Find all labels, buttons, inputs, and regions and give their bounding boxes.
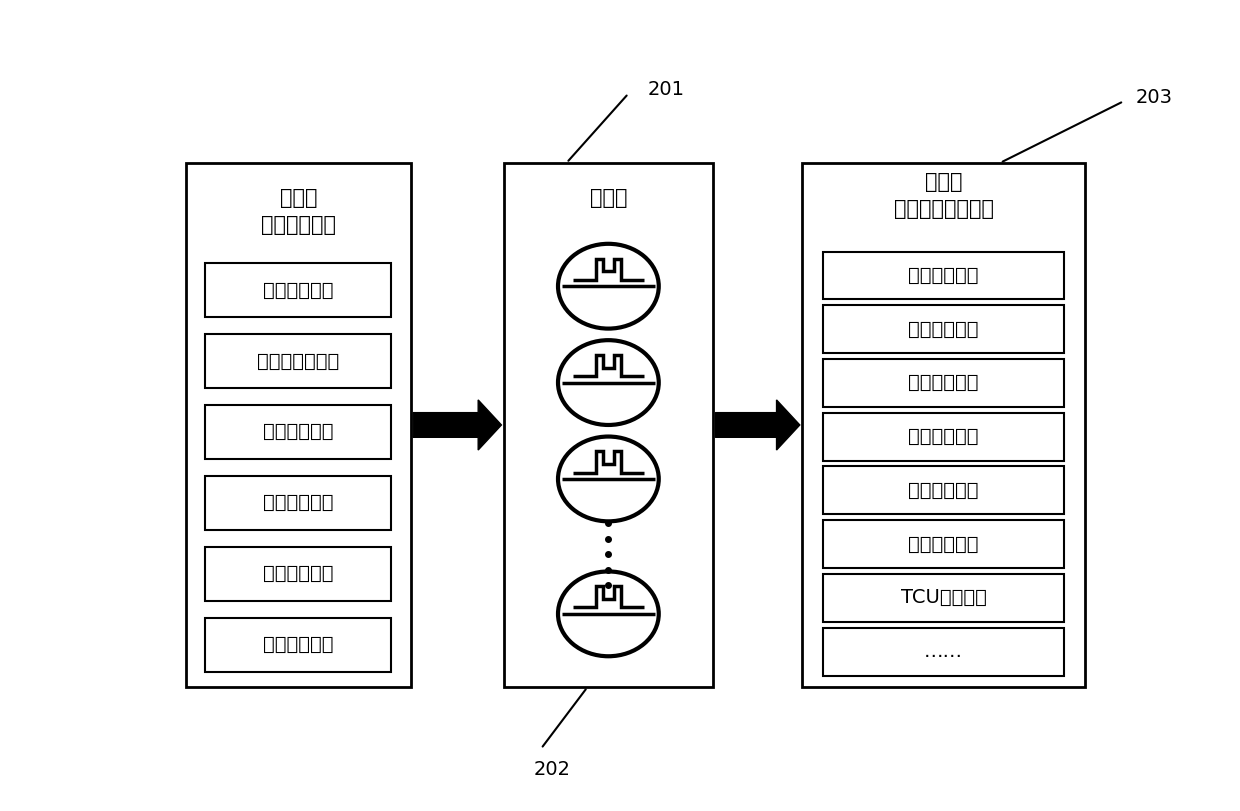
Ellipse shape: [558, 436, 658, 521]
Text: 逆变模块故障: 逆变模块故障: [909, 373, 978, 393]
Text: 谐振回路单元: 谐振回路单元: [263, 564, 334, 583]
Bar: [823, 251, 1064, 299]
Text: 其它单元数据: 其它单元数据: [263, 635, 334, 654]
Bar: [206, 263, 392, 317]
Bar: [503, 163, 713, 687]
Ellipse shape: [558, 340, 658, 425]
Bar: [823, 574, 1064, 622]
Bar: [802, 163, 1085, 687]
Bar: [206, 476, 392, 530]
Text: 速度信号异常: 速度信号异常: [909, 534, 978, 554]
Bar: [206, 334, 392, 388]
Bar: [823, 413, 1064, 461]
Text: 201: 201: [649, 80, 684, 99]
Polygon shape: [413, 400, 501, 450]
Bar: [206, 618, 392, 672]
Text: 隐含层: 隐含层: [590, 187, 627, 208]
Text: 整流模块故障: 整流模块故障: [909, 266, 978, 285]
Text: 电机本体故障: 电机本体故障: [909, 481, 978, 500]
Bar: [823, 305, 1064, 353]
Text: 203: 203: [1136, 88, 1172, 107]
Bar: [823, 520, 1064, 568]
Ellipse shape: [558, 244, 658, 328]
Text: ……: ……: [924, 642, 963, 661]
Text: TCU插件异常: TCU插件异常: [900, 589, 987, 607]
Text: 202: 202: [534, 761, 572, 779]
Text: 四象限整流单元: 四象限整流单元: [257, 351, 340, 371]
Text: 正负母排放电: 正负母排放电: [909, 320, 978, 339]
Bar: [186, 163, 410, 687]
Text: 输入层: 输入层: [280, 187, 317, 208]
Bar: [823, 466, 1064, 514]
Bar: [206, 547, 392, 601]
Bar: [823, 628, 1064, 676]
Ellipse shape: [558, 572, 658, 656]
Text: 电机转子异常: 电机转子异常: [909, 427, 978, 446]
Text: 输出层: 输出层: [925, 172, 962, 192]
Text: 牵引控制单元: 牵引控制单元: [263, 281, 334, 299]
Text: （故障诊断结果）: （故障诊断结果）: [894, 200, 993, 219]
Bar: [206, 405, 392, 459]
Polygon shape: [715, 400, 800, 450]
Text: （数据采集）: （数据采集）: [260, 215, 336, 234]
Text: 直流回路单元: 直流回路单元: [263, 493, 334, 513]
Bar: [823, 359, 1064, 407]
Text: 主逆变器单元: 主逆变器单元: [263, 423, 334, 441]
